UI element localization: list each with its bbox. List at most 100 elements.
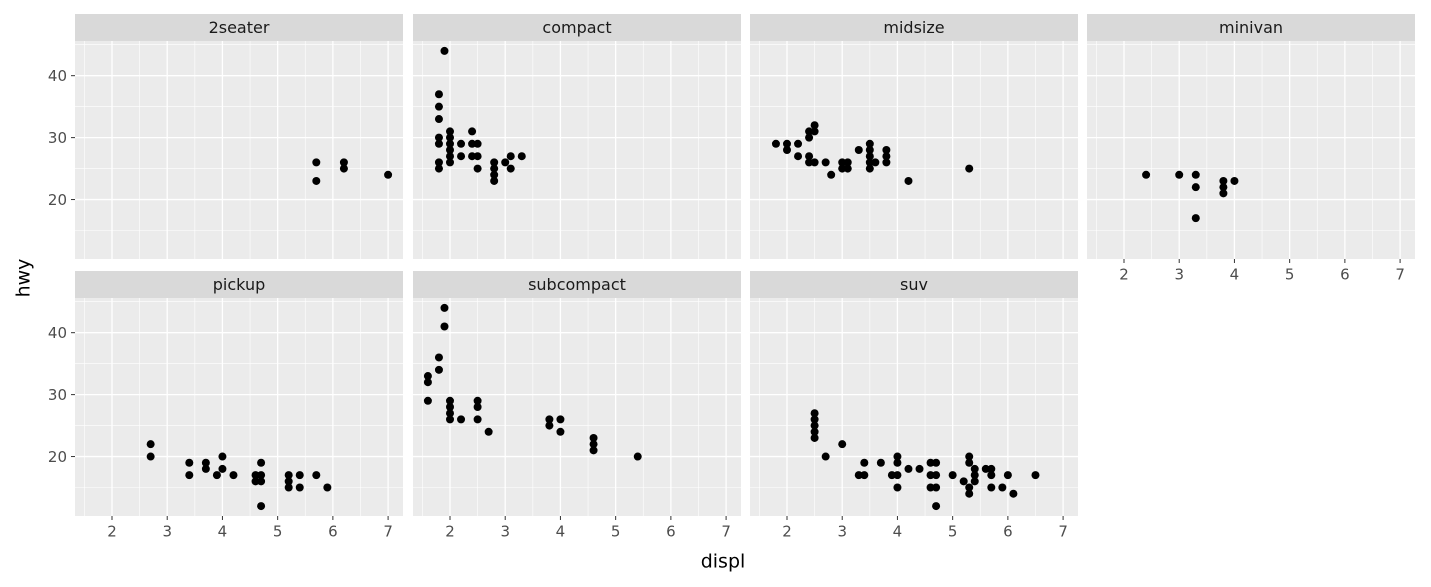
x-tick-label: 7 — [721, 523, 731, 541]
x-tick-label: 2 — [107, 523, 117, 541]
point — [965, 489, 974, 498]
point — [434, 139, 443, 148]
x-tick-label: 5 — [948, 523, 958, 541]
point — [434, 115, 443, 124]
point — [440, 46, 449, 55]
point — [490, 176, 499, 185]
strip-label: suv — [900, 275, 928, 294]
point — [434, 90, 443, 99]
point — [965, 458, 974, 467]
point — [882, 146, 891, 154]
strip — [750, 271, 1078, 298]
point — [1191, 214, 1200, 223]
point — [284, 477, 293, 486]
point — [434, 164, 443, 173]
point — [805, 133, 814, 142]
point — [556, 427, 565, 436]
point — [457, 415, 466, 424]
point — [805, 158, 814, 167]
point — [904, 464, 913, 473]
x-tick-label: 4 — [1230, 266, 1240, 284]
point — [423, 378, 432, 387]
point — [893, 452, 902, 461]
point — [506, 164, 515, 173]
point — [440, 303, 449, 312]
point — [312, 471, 321, 480]
x-tick-label: 7 — [1395, 266, 1405, 284]
x-tick-label: 5 — [611, 523, 621, 541]
y-tick-label: 20 — [48, 448, 67, 466]
x-tick-label: 4 — [218, 523, 228, 541]
point — [257, 471, 266, 480]
point — [185, 471, 194, 480]
point — [284, 471, 293, 480]
x-tick-label: 2 — [445, 523, 455, 541]
point — [865, 158, 874, 167]
point — [1191, 183, 1200, 192]
point — [821, 452, 830, 461]
point — [810, 158, 819, 167]
point — [838, 158, 847, 167]
point — [838, 440, 847, 449]
x-axis-title: displ — [701, 551, 746, 573]
point — [445, 409, 454, 418]
point — [1142, 170, 1151, 179]
x-tick-label: 3 — [500, 523, 510, 541]
point — [473, 164, 482, 173]
point — [876, 458, 885, 467]
point — [865, 152, 874, 161]
point — [473, 415, 482, 424]
point — [257, 477, 266, 486]
point — [887, 471, 896, 480]
point — [501, 158, 510, 167]
point — [1191, 170, 1200, 179]
point — [1003, 471, 1012, 480]
point — [1230, 176, 1239, 185]
panel — [413, 41, 741, 259]
strip-label: midsize — [883, 18, 944, 37]
point — [843, 164, 852, 173]
point — [1219, 176, 1228, 185]
point — [323, 483, 332, 492]
y-axis-title: hwy — [13, 259, 35, 298]
point — [970, 464, 979, 473]
point — [545, 415, 554, 424]
strip — [1087, 14, 1415, 41]
point — [457, 139, 466, 148]
strip — [75, 271, 403, 298]
point — [490, 170, 499, 179]
point — [998, 483, 1007, 492]
point — [434, 365, 443, 374]
point — [339, 164, 348, 173]
panel — [750, 298, 1078, 516]
point — [468, 152, 477, 161]
strip — [413, 271, 741, 298]
point — [201, 458, 210, 467]
x-tick-label: 4 — [893, 523, 903, 541]
point — [932, 502, 941, 511]
y-tick-label: 30 — [48, 129, 67, 147]
point — [218, 452, 227, 461]
y-tick-label: 30 — [48, 386, 67, 404]
point — [473, 152, 482, 161]
point — [932, 458, 941, 467]
point — [445, 396, 454, 405]
point — [915, 464, 924, 473]
point — [965, 452, 974, 461]
point — [434, 102, 443, 111]
panel — [75, 298, 403, 516]
x-tick-label: 5 — [1285, 266, 1295, 284]
x-tick-label: 7 — [383, 523, 393, 541]
point — [257, 458, 266, 467]
point — [810, 421, 819, 430]
point — [882, 158, 891, 167]
point — [904, 176, 913, 185]
point — [423, 372, 432, 381]
x-tick-label: 6 — [666, 523, 676, 541]
point — [473, 396, 482, 405]
strip-label: pickup — [213, 275, 265, 294]
strip-label: compact — [542, 18, 611, 37]
point — [805, 152, 814, 161]
point — [810, 433, 819, 442]
point — [854, 471, 863, 480]
